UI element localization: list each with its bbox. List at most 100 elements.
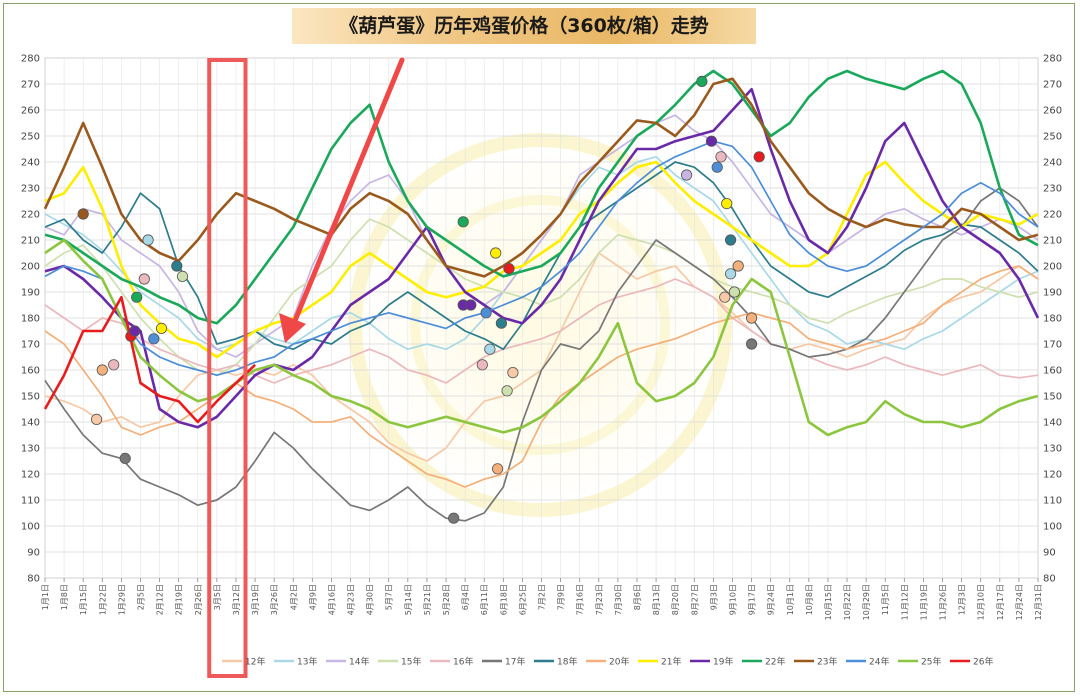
- y-tick-label-left: 220: [21, 210, 40, 221]
- marker-19年: [465, 299, 477, 311]
- x-tick-label: 1月22日: [98, 584, 107, 615]
- marker-21年: [490, 247, 502, 259]
- y-tick-label-right: 120: [1043, 470, 1062, 481]
- marker-24年: [148, 333, 160, 345]
- marker-16年: [715, 151, 727, 163]
- y-tick-label-right: 90: [1043, 548, 1056, 559]
- x-tick-label: 10月15日: [824, 584, 833, 620]
- x-tick-label: 9月3日: [709, 584, 718, 610]
- x-tick-label: 10月22日: [843, 584, 852, 620]
- x-tick-label: 4月23日: [347, 584, 356, 615]
- y-tick-label-left: 260: [21, 106, 40, 117]
- x-tick-label: 12月10日: [977, 584, 986, 620]
- x-tick-label: 12月31日: [1034, 584, 1043, 620]
- y-tick-label-right: 210: [1043, 236, 1062, 247]
- x-tick-label: 8月13日: [652, 584, 661, 615]
- marker-16年: [108, 359, 120, 371]
- marker-18年: [724, 234, 737, 246]
- legend-label: 25年: [921, 656, 941, 668]
- y-tick-label-right: 140: [1043, 418, 1062, 429]
- y-tick-label-right: 170: [1043, 340, 1062, 351]
- marker-19年: [129, 325, 141, 337]
- legend-label: 21年: [661, 656, 681, 668]
- marker-20年: [745, 312, 758, 324]
- marker-12年: [719, 291, 731, 303]
- y-tick-label-right: 200: [1043, 262, 1062, 273]
- x-tick-label: 3月19日: [251, 584, 260, 615]
- x-tick-label: 6月25日: [518, 584, 527, 615]
- x-tick-label: 3月26日: [270, 584, 279, 615]
- x-tick-label: 6月18日: [499, 584, 508, 615]
- x-tick-label: 5月14日: [404, 584, 413, 615]
- chart-title: 《葫芦蛋》历年鸡蛋价格（360枚/箱）走势: [292, 8, 756, 44]
- legend-label: 24年: [869, 656, 889, 668]
- legend-label: 12年: [245, 656, 265, 668]
- marker-24年: [480, 307, 492, 319]
- marker-15年: [176, 270, 189, 282]
- y-tick-label-right: 260: [1043, 106, 1062, 117]
- y-tick-label-left: 240: [21, 158, 40, 169]
- y-tick-label-left: 150: [21, 392, 40, 403]
- marker-26年: [503, 262, 515, 275]
- x-tick-label: 3月5日: [213, 584, 222, 610]
- x-tick-label: 1月1日: [41, 584, 50, 610]
- y-tick-label-right: 110: [1043, 496, 1062, 507]
- y-tick-label-left: 230: [21, 184, 40, 195]
- marker-12年: [91, 413, 103, 425]
- x-tick-label: 11月19日: [919, 584, 928, 620]
- legend-label: 19年: [713, 656, 733, 668]
- x-tick-label: 5月21日: [423, 584, 432, 615]
- y-tick-label-left: 100: [21, 522, 40, 533]
- y-tick-label-left: 160: [21, 366, 40, 377]
- y-tick-label-left: 210: [21, 236, 40, 247]
- marker-21年: [721, 198, 733, 210]
- x-tick-label: 12月17日: [996, 584, 1005, 620]
- y-tick-label-right: 270: [1043, 80, 1062, 91]
- y-tick-label-right: 250: [1043, 132, 1062, 143]
- x-tick-label: 2月26日: [194, 584, 203, 615]
- marker-21年: [155, 322, 168, 334]
- marker-13年: [142, 234, 154, 246]
- x-tick-label: 7月30日: [614, 584, 623, 615]
- x-tick-label: 6月4日: [461, 584, 470, 610]
- x-tick-label: 4月30日: [366, 584, 375, 615]
- marker-14年: [680, 169, 693, 181]
- legend-label: 17年: [505, 656, 525, 668]
- y-tick-label-right: 240: [1043, 158, 1062, 169]
- y-tick-label-left: 190: [21, 288, 40, 299]
- x-tick-label: 7月23日: [595, 584, 604, 615]
- x-tick-label: 8月20日: [671, 584, 680, 615]
- y-tick-label-left: 200: [21, 262, 40, 273]
- marker-24年: [711, 161, 723, 173]
- marker-15年: [501, 385, 513, 397]
- marker-13年: [484, 343, 496, 355]
- y-tick-label-right: 100: [1043, 522, 1062, 533]
- x-tick-label: 2月19日: [175, 584, 184, 615]
- y-tick-label-right: 150: [1043, 392, 1062, 403]
- y-tick-label-left: 170: [21, 340, 40, 351]
- x-tick-label: 1月15日: [79, 584, 88, 615]
- legend-label: 23年: [817, 656, 837, 668]
- x-tick-label: 8月6日: [633, 584, 642, 610]
- x-tick-label: 2月12日: [156, 584, 165, 615]
- x-tick-label: 10月1日: [786, 584, 795, 615]
- series-line-26年: [43, 295, 256, 424]
- marker-15年: [728, 286, 741, 298]
- y-tick-label-right: 180: [1043, 314, 1062, 325]
- y-tick-label-right: 80: [1043, 574, 1056, 585]
- legend-label: 20年: [609, 656, 629, 668]
- x-tick-label: 11月12日: [900, 584, 909, 620]
- marker-17年: [448, 512, 460, 524]
- y-tick-label-right: 190: [1043, 288, 1062, 299]
- y-tick-label-left: 270: [21, 80, 40, 91]
- x-tick-label: 7月2日: [538, 584, 547, 610]
- marker-22年: [457, 216, 469, 228]
- marker-20年: [491, 463, 504, 475]
- marker-13年: [724, 268, 737, 280]
- y-tick-label-left: 110: [21, 496, 40, 507]
- marker-26年: [753, 151, 765, 163]
- x-tick-label: 7月16日: [576, 584, 585, 615]
- x-tick-label: 8月27日: [690, 584, 699, 615]
- x-tick-label: 10月29日: [862, 584, 871, 620]
